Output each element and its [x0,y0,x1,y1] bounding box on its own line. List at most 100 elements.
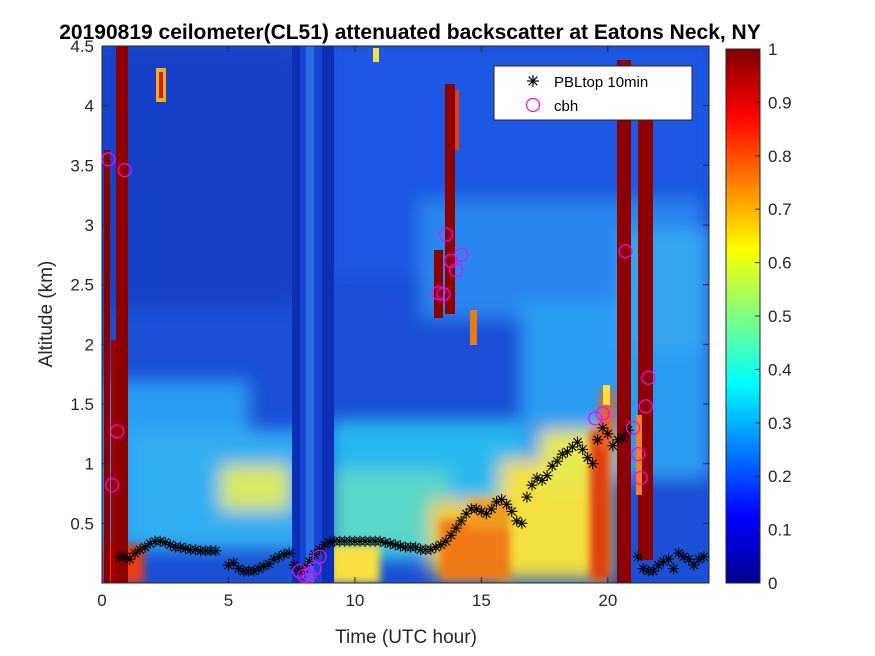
colorbar-tick-label: 0.9 [768,93,792,112]
pbltop-point [526,479,538,491]
pbltop-point [480,508,492,520]
cbh-point [641,370,656,385]
pbltop-point [622,424,634,436]
pbltop-point [566,441,578,453]
pbltop-point [577,443,589,455]
legend-circle-icon [525,97,541,113]
y-tick-label: 1 [85,455,94,474]
colorbar-tick-label: 0.5 [768,307,792,326]
pbltop-point [124,553,136,565]
pbltop-point [647,565,659,577]
y-axis: 0.5 1 1.5 2 2.5 3 3.5 4 4.5 [70,37,709,533]
pbltop-point [485,503,497,515]
cbh-point [105,478,120,493]
pbltop-point [607,440,619,452]
colorbar-tick-label: 0.4 [768,360,792,379]
pbltop-point [455,515,467,527]
pbltop-point [283,547,295,559]
pbltop-point [673,547,685,559]
pbltop-point [445,529,457,541]
pbltop-point [698,551,710,563]
chart-title: 20190819 ceilometer(CL51) attenuated bac… [59,21,760,44]
colorbar-ticks: 0 0.1 0.2 0.3 0.4 0.5 0.6 0.7 0.8 0.9 1 [755,40,792,593]
pbltop-point [190,544,202,556]
legend-label-cbh: cbh [554,98,578,115]
cbh-point [588,411,603,426]
cbh-point [454,247,469,262]
colorbar-tick-label: 0 [768,574,777,593]
pbltop-point [668,563,680,575]
cbh-point [638,399,653,414]
pbltop-point [460,508,472,520]
cbh-point [633,470,648,486]
colorbar-tick-label: 0.1 [768,521,792,540]
cbh-point [117,163,132,178]
colorbar-tick-label: 0.3 [768,414,792,433]
colorbar-tick-label: 0.2 [768,467,792,486]
y-tick-label: 4.5 [70,37,94,56]
cbh-point [101,152,116,167]
pbltop-point [521,491,533,503]
cbh-point [297,568,312,583]
pbltop-point [582,452,594,464]
y-tick-label: 2 [85,335,94,354]
pbltop-point [587,458,599,470]
x-tick-label: 20 [598,591,617,610]
legend-label-pbltop: PBLtop 10min [554,74,648,91]
pbltop-point [551,455,563,467]
pbltop-point [516,517,528,529]
cbh-point [618,244,633,259]
y-tick-label: 4 [85,97,94,116]
cbh-point [292,563,307,579]
pbltop-point [652,559,664,571]
y-tick-label: 2.5 [70,276,94,295]
pbltop-point [210,545,222,557]
pbltop-series [114,422,710,577]
cbh-point [431,285,446,301]
legend-asterisk-icon [527,75,539,87]
pbltop-point [228,557,240,569]
colorbar-tick-label: 0.6 [768,254,792,273]
cbh-point [448,263,464,278]
x-tick-label: 10 [345,591,364,610]
pbltop-point [501,498,513,510]
cbh-point [438,227,454,242]
y-axis-label: Altitude (km) [36,261,57,368]
pbltop-point [129,547,141,559]
pbltop-point [571,436,583,448]
pbltop-point [450,522,462,534]
colorbar-tick-label: 1 [768,40,777,59]
cbh-series [101,152,656,583]
pbltop-point [556,448,568,460]
pbltop-point [632,551,644,563]
pbltop-point [688,559,700,571]
pbltop-point [119,551,131,563]
pbltop-point [683,553,695,565]
y-tick-label: 0.5 [70,514,94,533]
pbltop-point [541,470,553,482]
colorbar-tick-label: 0.7 [768,200,792,219]
colorbar [725,48,761,584]
pbltop-point [258,560,270,572]
x-tick-label: 5 [224,591,233,610]
cbh-point [307,561,322,576]
pbltop-point [602,428,614,440]
x-axis-label: Time (UTC hour) [335,627,477,648]
colorbar-tick-label: 0.8 [768,147,792,166]
y-tick-label: 1.5 [70,395,94,414]
pbltop-point [597,422,609,434]
pbltop-point [389,539,401,551]
pbltop-point [506,505,518,517]
pbltop-point [440,535,452,547]
pbltop-point [144,538,156,550]
cbh-point [626,420,641,435]
cbh-point [110,424,125,439]
pbltop-point [663,553,675,565]
cbh-point [436,287,451,302]
pbltop-point [592,434,604,446]
x-tick-label: 0 [97,591,106,610]
backscatter-heatmap [102,46,709,583]
y-tick-label: 3.5 [70,156,94,175]
y-tick-label: 3 [85,216,94,235]
